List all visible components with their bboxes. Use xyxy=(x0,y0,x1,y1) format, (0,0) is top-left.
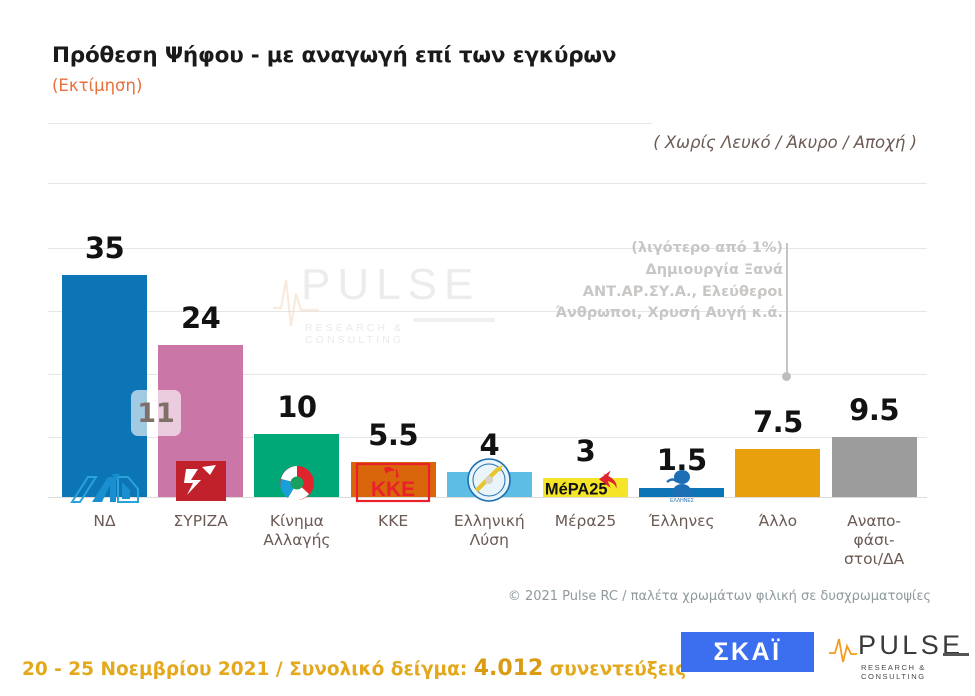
annotation-leader-line xyxy=(786,243,788,376)
category-label-line: Μέρα25 xyxy=(554,512,617,530)
bar-value-label: 1.5 xyxy=(656,443,707,478)
bar-group: 10 Κίνημα Αλλαγής xyxy=(254,0,340,696)
bar-group: 24 ΣΥΡΙΖΑ xyxy=(158,0,244,696)
bar-group: 5.5 KKE ΚΚΕ xyxy=(350,0,436,696)
gridline-4 xyxy=(48,374,927,375)
gridline-2 xyxy=(48,248,927,249)
annotation-line-3: ΑΝΤ.ΑΡ.ΣΥ.Α., Ελεύθεροι xyxy=(582,283,783,300)
category-label-line: Κίνημα xyxy=(269,512,324,530)
annotation-leader-dot xyxy=(782,372,791,381)
category-label-line: Ελληνική xyxy=(453,512,525,530)
bar-value-label: 35 xyxy=(84,231,125,266)
bar-9[interactable] xyxy=(831,436,917,497)
category-label: ΣΥΡΙΖΑ xyxy=(158,512,243,531)
bar-group: 35 ΝΔ xyxy=(62,0,147,696)
bar-6[interactable] xyxy=(543,477,628,497)
bar-1[interactable] xyxy=(62,275,147,497)
category-label: Άλλο xyxy=(735,512,820,531)
category-label: Ελληνική Λύση xyxy=(447,512,532,550)
category-label-line: στοι/ΔΑ xyxy=(843,549,905,568)
category-label: Μέρα25 xyxy=(543,512,628,531)
annotation-line-4: Άνθρωποι, Χρυσή Αυγή κ.ά. xyxy=(555,305,783,322)
category-label-line: Έλληνες xyxy=(648,512,715,530)
bar-group: 9.5 Αναπο-φάσι-στοι/ΔΑ xyxy=(831,0,917,696)
bar-7[interactable] xyxy=(639,487,725,497)
bar-value-label: 3 xyxy=(575,433,596,468)
bar-4[interactable] xyxy=(350,462,436,497)
small-parties-annotation: (λιγότερο από 1%) Δημιουργία Ξανά ΑΝΤ.ΑΡ… xyxy=(555,238,783,325)
pulse-logo: PULSE RESEARCH & CONSULTING xyxy=(828,630,969,681)
copyright-note: © 2021 Pulse RC / παλέτα χρωμάτων φιλική… xyxy=(507,589,931,604)
category-label-line: ΝΔ xyxy=(93,512,116,530)
gridline-top-partial xyxy=(48,123,652,124)
footer-separator: / xyxy=(275,659,283,680)
category-label-line: Λύση xyxy=(469,530,509,549)
bar-value-label: 10 xyxy=(277,389,317,424)
category-label: ΝΔ xyxy=(62,512,147,531)
skai-logo-text: ΣΚΑΪ xyxy=(713,637,782,666)
category-label: Έλληνες xyxy=(639,512,724,531)
bar-3[interactable] xyxy=(254,433,340,497)
scope-note: ( Χωρίς Λευκό / Άκυρο / Αποχή ) xyxy=(653,133,917,152)
page-subtitle: (Εκτίμηση) xyxy=(52,76,143,95)
gridline-5 xyxy=(48,437,927,438)
bar-value-label: 4 xyxy=(479,427,500,462)
bar-value-label: 5.5 xyxy=(368,418,419,453)
bar-5[interactable] xyxy=(446,471,532,497)
footer-sample-unit: συνεντεύξεις xyxy=(549,659,687,680)
gridline-1 xyxy=(48,183,927,184)
pulse-logo-subtext: RESEARCH & CONSULTING xyxy=(861,663,926,681)
annotation-line-2: Δημιουργία Ξανά xyxy=(645,261,784,278)
gridline-3 xyxy=(48,311,927,312)
svg-text:ΕΛΛΗΝΕΣ: ΕΛΛΗΝΕΣ xyxy=(670,498,694,503)
gap-badge: 11 xyxy=(131,390,181,436)
footer-date-range: 20 - 25 Νοεμβρίου 2021 xyxy=(22,659,270,680)
bar-value-label: 24 xyxy=(181,300,221,335)
pulse-wave-icon-footer xyxy=(829,638,857,663)
category-label: Κίνημα Αλλαγής xyxy=(254,512,339,550)
bar-value-label: 9.5 xyxy=(849,392,900,427)
page-title: Πρόθεση Ψήφου - με αναγωγή επί των εγκύρ… xyxy=(52,43,617,68)
category-label-line: Αλλαγής xyxy=(263,530,331,549)
footer-sample-label: Συνολικό δείγμα: xyxy=(289,659,468,680)
bar-value-label: 7.5 xyxy=(752,405,803,440)
bar-8[interactable] xyxy=(735,449,821,497)
category-label: ΚΚΕ xyxy=(351,512,436,531)
footer-sample-info: 20 - 25 Νοεμβρίου 2021 / Συνολικό δείγμα… xyxy=(22,656,686,681)
category-label-line: φάσι- xyxy=(853,530,895,549)
category-label-line: Άλλο xyxy=(758,512,798,530)
footer-sample-value: 4.012 xyxy=(473,656,544,681)
pulse-logo-bar xyxy=(943,653,969,656)
skai-logo: ΣΚΑΪ xyxy=(681,632,814,672)
category-label-line: ΚΚΕ xyxy=(378,512,409,530)
pulse-logo-text: PULSE xyxy=(858,630,964,660)
category-label-line: Αναπο- xyxy=(847,512,902,530)
bar-group: 7.5 Άλλο xyxy=(735,0,821,696)
annotation-line-1: (λιγότερο από 1%) xyxy=(631,240,783,256)
category-label-line: ΣΥΡΙΖΑ xyxy=(173,512,228,530)
category-label: Αναπο-φάσι-στοι/ΔΑ xyxy=(832,512,917,569)
